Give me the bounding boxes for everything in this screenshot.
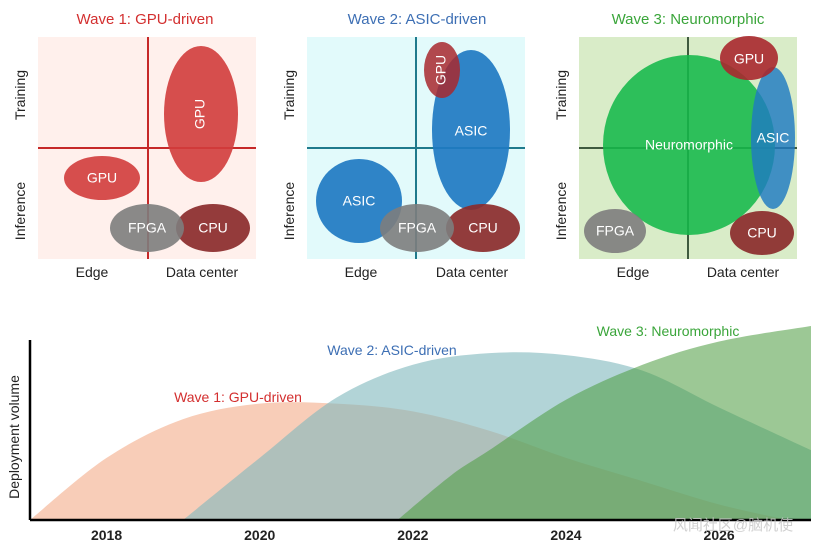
asic-edge-label: ASIC	[343, 193, 376, 209]
neuromorphic-ellipse	[603, 55, 775, 235]
panel-1-title: Wave 1: GPU-driven	[77, 11, 214, 28]
panel-wave-2: Wave 2: ASIC-driven ASIC GPU ASIC FPGA C…	[281, 11, 525, 280]
panel-2-edge-label: Edge	[345, 264, 378, 280]
cpu-label: CPU	[198, 220, 228, 236]
asic-label: ASIC	[757, 130, 790, 146]
gpu-label: GPU	[433, 55, 449, 85]
panel-1-edge-label: Edge	[76, 264, 109, 280]
cpu-ellipse	[446, 204, 520, 252]
x-tick-label: 2024	[550, 527, 581, 543]
gpu-ellipse	[720, 36, 778, 80]
cpu-label: CPU	[747, 225, 777, 241]
gpu-inference-ellipse	[64, 156, 140, 200]
panel-2-training-label: Training	[281, 70, 297, 120]
panel-1-inference-label: Inference	[12, 182, 28, 241]
panel-2-title: Wave 2: ASIC-driven	[348, 11, 487, 28]
panel-3-edge-label: Edge	[617, 264, 650, 280]
gpu-training-label: GPU	[192, 99, 208, 129]
cpu-label: CPU	[468, 220, 498, 236]
panel-3-datacenter-label: Data center	[707, 264, 780, 280]
gpu-inference-label: GPU	[87, 170, 117, 186]
fpga-label: FPGA	[596, 223, 635, 239]
panel-1-training-label: Training	[12, 70, 28, 120]
x-tick-label: 2022	[397, 527, 428, 543]
panel-2-inference-label: Inference	[281, 182, 297, 241]
fpga-ellipse	[380, 204, 454, 252]
neuromorphic-label: Neuromorphic	[645, 137, 733, 153]
panel-1-datacenter-label: Data center	[166, 264, 239, 280]
panel-3-inference-label: Inference	[553, 182, 569, 241]
panel-wave-1: Wave 1: GPU-driven GPU GPU FPGA CPU Trai…	[12, 11, 256, 280]
fpga-label: FPGA	[128, 220, 167, 236]
panel-3-title: Wave 3: Neuromorphic	[612, 11, 765, 28]
cpu-ellipse	[730, 211, 794, 255]
fpga-ellipse	[110, 204, 184, 252]
fpga-label: FPGA	[398, 220, 437, 236]
asic-datacenter-label: ASIC	[455, 123, 488, 139]
series-label-wave-2: Wave 2: ASIC-driven	[327, 342, 456, 358]
panel-3-training-label: Training	[553, 70, 569, 120]
y-axis-label: Deployment volume	[6, 375, 22, 499]
gpu-training-ellipse	[164, 46, 238, 182]
x-tick-label: 2026	[704, 527, 735, 543]
chart-areas	[30, 326, 811, 520]
asic-edge-ellipse	[316, 159, 402, 243]
gpu-ellipse	[424, 42, 460, 98]
panel-wave-3: Wave 3: Neuromorphic Neuromorphic ASIC G…	[553, 11, 797, 280]
cpu-ellipse	[176, 204, 250, 252]
x-axis-ticks: 2018 2020 2022 2024 2026	[91, 527, 735, 543]
series-label-wave-1: Wave 1: GPU-driven	[174, 389, 302, 405]
fpga-ellipse	[584, 209, 646, 253]
x-tick-label: 2018	[91, 527, 122, 543]
deployment-volume-chart: Wave 1: GPU-driven Wave 2: ASIC-driven W…	[6, 323, 811, 543]
series-label-wave-3: Wave 3: Neuromorphic	[597, 323, 740, 339]
x-tick-label: 2020	[244, 527, 275, 543]
asic-ellipse	[751, 67, 795, 209]
panel-2-datacenter-label: Data center	[436, 264, 509, 280]
series-area-wave-3	[397, 326, 811, 520]
watermark-text: 风闻社区@脑机使	[673, 517, 793, 534]
gpu-label: GPU	[734, 51, 764, 67]
